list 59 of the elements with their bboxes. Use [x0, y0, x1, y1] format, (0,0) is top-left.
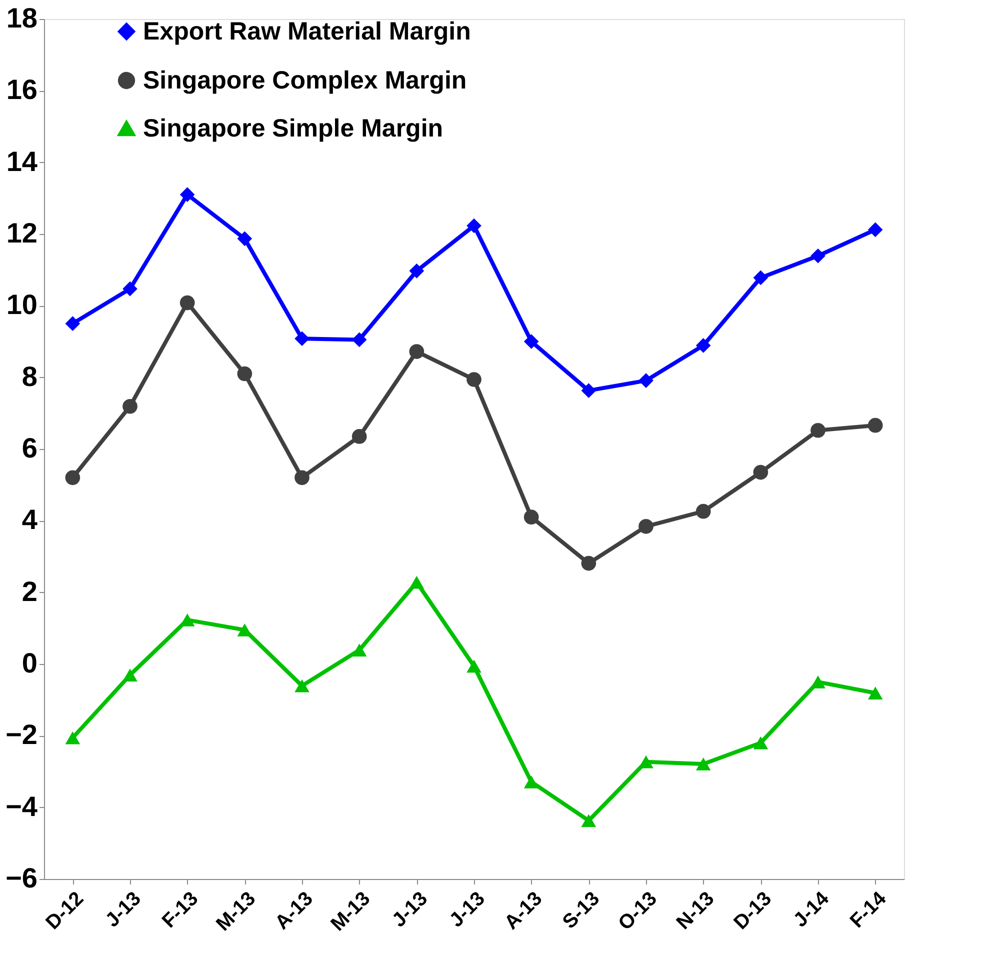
point: [696, 504, 711, 519]
point: [638, 373, 654, 388]
point: [753, 736, 768, 750]
point: [352, 429, 367, 444]
point: [294, 679, 310, 692]
y-tick-label: 12: [6, 218, 38, 248]
point: [696, 758, 711, 770]
legend-label: Export Raw Material Margin: [143, 18, 471, 46]
point: [180, 295, 195, 310]
y-tick-label: 10: [6, 289, 38, 320]
point: [524, 775, 539, 788]
y-tick-label: 14: [6, 146, 38, 177]
point: [409, 263, 424, 278]
point: [868, 418, 883, 433]
y-tick-label: 6: [22, 432, 38, 464]
point: [753, 464, 768, 480]
point: [868, 222, 883, 238]
point: [466, 218, 482, 234]
point: [180, 187, 195, 202]
point: [122, 398, 138, 414]
y-tick-label: 4: [22, 504, 38, 536]
point: [638, 755, 654, 768]
y-tick-label: −4: [6, 790, 38, 822]
point: [466, 660, 482, 673]
point: [810, 422, 826, 438]
point: [352, 332, 367, 348]
point: [581, 814, 596, 828]
y-tick-label: 2: [22, 576, 38, 607]
point: [65, 731, 80, 744]
point: [122, 281, 138, 296]
point: [65, 316, 80, 331]
point: [409, 576, 424, 589]
y-tick-label: 0: [22, 648, 38, 678]
y-tick-label: 16: [6, 74, 38, 106]
legend-label: Singapore Simple Margin: [143, 114, 444, 142]
point: [810, 248, 826, 264]
point: [294, 331, 310, 346]
point: [524, 510, 539, 524]
point: [237, 366, 252, 382]
y-tick-label: 18: [6, 2, 38, 34]
point: [122, 668, 138, 682]
point: [237, 231, 252, 246]
point: [524, 334, 539, 349]
point: [696, 338, 711, 353]
point: [352, 644, 367, 656]
y-tick-label: −2: [6, 719, 38, 750]
point: [466, 372, 482, 387]
point: [294, 470, 310, 486]
point: [581, 383, 596, 398]
point: [581, 556, 596, 571]
point: [409, 344, 424, 359]
point: [65, 470, 80, 486]
legend-label: Singapore Complex Margin: [143, 66, 467, 94]
point: [753, 270, 768, 286]
point: [638, 519, 654, 534]
point: [868, 686, 883, 700]
y-tick-label: 8: [22, 360, 38, 392]
point: [810, 675, 826, 688]
y-tick-label: −6: [6, 862, 38, 894]
